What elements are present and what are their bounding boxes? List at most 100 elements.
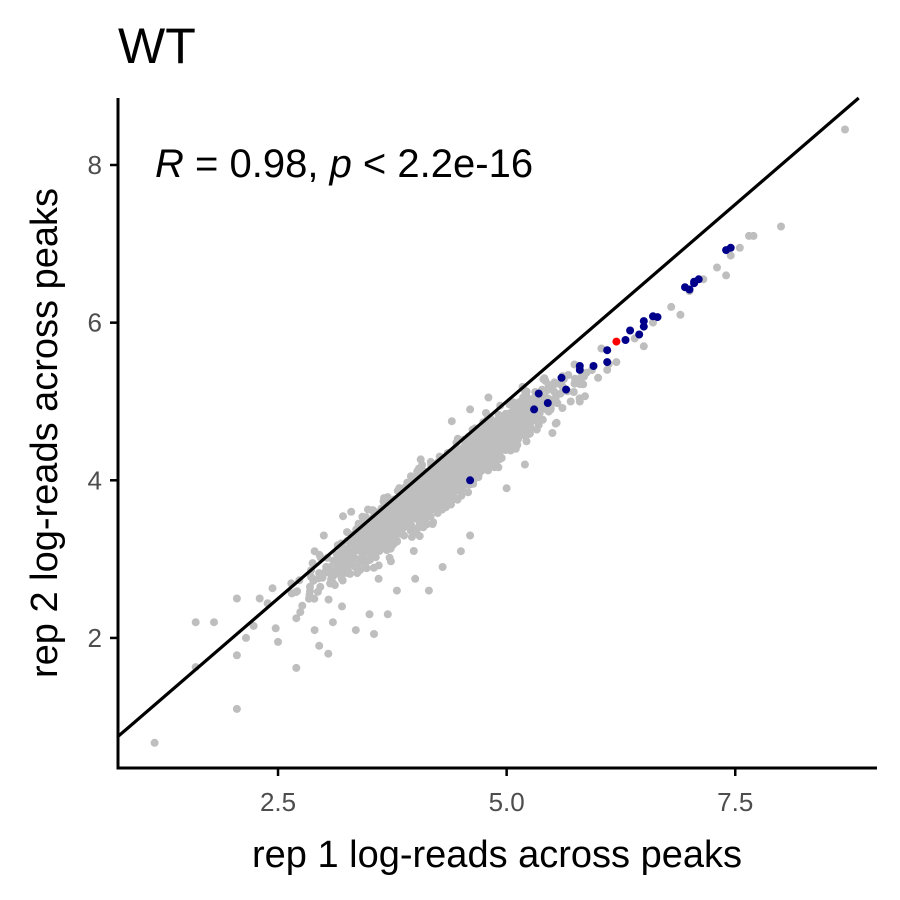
data-point bbox=[471, 470, 479, 479]
data-point bbox=[315, 641, 324, 650]
data-point bbox=[685, 285, 694, 294]
data-point bbox=[346, 559, 355, 568]
data-point bbox=[328, 578, 337, 587]
data-point bbox=[552, 418, 561, 427]
data-point bbox=[576, 380, 585, 389]
data-point bbox=[414, 496, 423, 505]
data-point bbox=[471, 459, 480, 468]
data-point bbox=[268, 584, 277, 593]
data-point bbox=[338, 602, 346, 611]
axes-layer: 2.5 5.0 7.5 2 4 6 8 bbox=[88, 98, 877, 817]
data-point bbox=[360, 538, 369, 547]
data-point bbox=[385, 511, 394, 520]
y-axis-label: rep 2 log-reads across peaks bbox=[24, 188, 66, 678]
data-point bbox=[735, 243, 744, 252]
data-point bbox=[749, 231, 758, 240]
data-point bbox=[347, 507, 356, 516]
data-point bbox=[456, 547, 465, 556]
data-point bbox=[490, 463, 499, 472]
data-point bbox=[446, 475, 455, 484]
data-point bbox=[534, 389, 543, 398]
data-point bbox=[412, 484, 421, 493]
data-point bbox=[450, 494, 459, 503]
data-point bbox=[507, 435, 516, 443]
data-point bbox=[310, 594, 319, 603]
r-value: = 0.98, bbox=[184, 142, 330, 186]
data-point bbox=[777, 222, 785, 231]
data-point bbox=[452, 447, 461, 456]
p-value: < 2.2e-16 bbox=[352, 142, 533, 186]
data-point bbox=[310, 547, 319, 556]
data-point bbox=[653, 313, 662, 322]
points-layer bbox=[150, 125, 849, 747]
data-point bbox=[412, 525, 421, 534]
data-point bbox=[722, 271, 731, 280]
data-point bbox=[287, 589, 296, 598]
data-point bbox=[726, 243, 735, 252]
data-point bbox=[400, 531, 409, 540]
data-point bbox=[483, 455, 491, 464]
data-point bbox=[425, 500, 434, 509]
data-point bbox=[375, 528, 384, 537]
data-point bbox=[307, 572, 316, 581]
data-point bbox=[639, 317, 648, 326]
data-point bbox=[367, 506, 376, 515]
data-point bbox=[396, 523, 404, 532]
data-point bbox=[501, 409, 510, 418]
data-point bbox=[713, 263, 721, 272]
data-point bbox=[374, 561, 383, 570]
y-tick-label: 4 bbox=[88, 465, 102, 495]
data-point bbox=[557, 380, 566, 389]
data-point bbox=[210, 618, 218, 627]
data-point bbox=[466, 405, 475, 414]
data-point bbox=[459, 467, 468, 476]
data-point bbox=[401, 510, 410, 518]
data-point bbox=[385, 553, 394, 562]
focus-points bbox=[612, 337, 621, 346]
data-point bbox=[522, 437, 531, 446]
data-point bbox=[362, 564, 371, 573]
data-point bbox=[328, 618, 337, 627]
data-point bbox=[232, 704, 241, 713]
data-point bbox=[242, 633, 250, 642]
data-point bbox=[150, 738, 159, 747]
data-point bbox=[424, 486, 433, 495]
data-point bbox=[255, 594, 264, 603]
data-point bbox=[364, 556, 373, 565]
highlight-points bbox=[466, 243, 735, 485]
data-point bbox=[420, 519, 429, 528]
data-point bbox=[520, 460, 529, 469]
data-point bbox=[458, 484, 467, 493]
data-point bbox=[383, 610, 392, 619]
data-point bbox=[514, 434, 523, 443]
data-point bbox=[544, 382, 553, 390]
data-point bbox=[490, 433, 499, 442]
data-point bbox=[292, 663, 301, 672]
data-point bbox=[416, 503, 425, 512]
data-point bbox=[639, 342, 648, 351]
data-point bbox=[358, 551, 367, 559]
data-point bbox=[324, 649, 333, 658]
data-point bbox=[232, 651, 241, 660]
data-point bbox=[841, 125, 849, 134]
data-point bbox=[524, 430, 533, 438]
data-point bbox=[477, 443, 486, 452]
data-point bbox=[438, 563, 447, 571]
data-point bbox=[271, 624, 280, 633]
data-point bbox=[667, 302, 676, 311]
y-tick-label: 2 bbox=[88, 623, 102, 653]
data-point bbox=[690, 279, 699, 288]
data-point bbox=[274, 637, 282, 646]
data-point bbox=[461, 454, 470, 463]
data-point bbox=[315, 569, 324, 578]
data-point bbox=[398, 496, 407, 505]
data-point bbox=[324, 595, 333, 604]
data-point bbox=[439, 466, 448, 475]
data-point bbox=[493, 424, 502, 433]
data-point bbox=[550, 388, 559, 396]
data-point bbox=[338, 555, 346, 564]
data-point bbox=[464, 488, 473, 497]
data-point bbox=[249, 621, 258, 630]
data-point bbox=[466, 531, 475, 540]
data-point bbox=[562, 385, 571, 394]
